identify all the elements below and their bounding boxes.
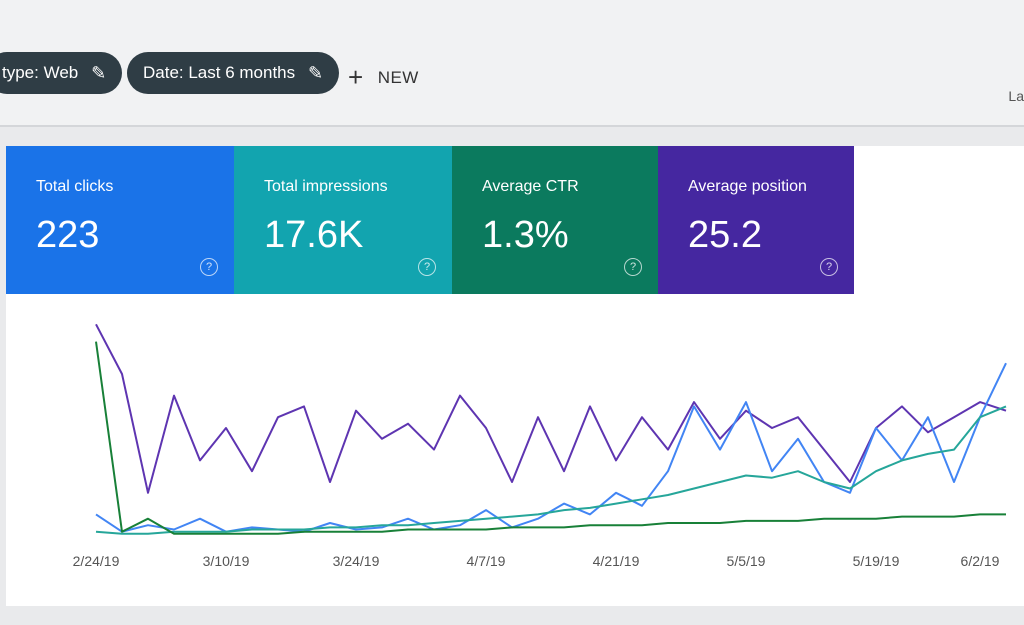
metric-cards: Total clicks 223 ? Total impressions 17.… [6, 146, 1024, 296]
series-line [95, 341, 1006, 535]
metric-card[interactable]: Total clicks 223 ? [6, 146, 234, 294]
cut-label: La [1008, 88, 1024, 104]
help-icon[interactable]: ? [624, 258, 642, 276]
new-button[interactable]: + NEW [348, 62, 419, 93]
help-icon[interactable]: ? [418, 258, 436, 276]
x-tick-label: 3/24/19 [333, 553, 380, 569]
x-tick-label: 4/21/19 [593, 553, 640, 569]
x-tick-label: 4/7/19 [467, 553, 506, 569]
metric-card[interactable]: Average CTR 1.3% ? [452, 146, 658, 294]
metric-value: 223 [36, 214, 100, 256]
series-line [95, 323, 1007, 494]
filter-chip[interactable]: Date: Last 6 months [127, 52, 340, 94]
help-icon[interactable]: ? [200, 258, 218, 276]
x-tick-label: 3/10/19 [203, 553, 250, 569]
new-label: NEW [377, 68, 419, 87]
filter-bar: type: Web Date: Last 6 months + NEW La [0, 0, 1024, 127]
filter-chip[interactable]: type: Web [0, 52, 123, 94]
x-tick-label: 5/5/19 [727, 553, 766, 569]
metric-card[interactable]: Total impressions 17.6K ? [234, 146, 452, 294]
series-line [95, 405, 1007, 535]
x-tick-label: 5/19/19 [853, 553, 900, 569]
metric-label: Total clicks [36, 178, 114, 195]
metric-value: 17.6K [264, 214, 364, 256]
series-line [95, 362, 1007, 533]
x-tick-label: 2/24/19 [73, 553, 120, 569]
metric-label: Total impressions [264, 178, 388, 195]
help-icon[interactable]: ? [820, 258, 838, 276]
x-tick-label: 6/2/19 [961, 553, 1000, 569]
plus-icon: + [348, 62, 364, 92]
metric-value: 25.2 [688, 214, 762, 256]
metric-value: 1.3% [482, 214, 569, 256]
metric-label: Average CTR [482, 178, 579, 195]
chart-panel: 2/24/19 3/10/19 3/24/19 4/7/19 4/21/19 5/5/19… [6, 296, 1024, 606]
metric-label: Average position [688, 178, 807, 195]
chart: 2/24/19 3/10/19 3/24/19 4/7/19 4/21/19 5/5/19… [73, 323, 1007, 569]
metric-card[interactable]: Average position 25.2 ? [658, 146, 854, 294]
